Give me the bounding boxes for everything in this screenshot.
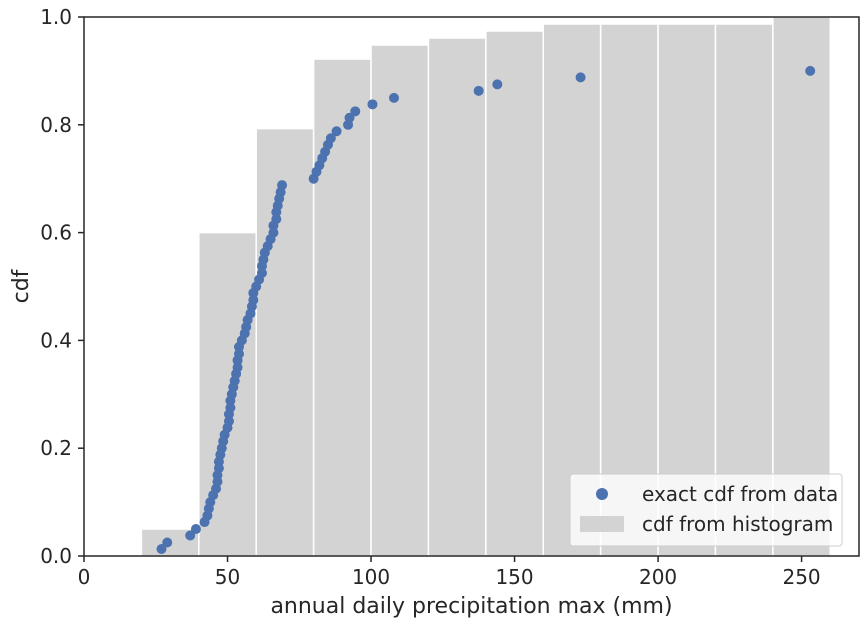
data-point [248, 294, 259, 305]
y-tick-label: 0.6 [40, 221, 72, 245]
data-point [223, 416, 234, 427]
x-tick-label: 50 [215, 565, 240, 589]
x-axis-ticks: 0 50 100 150 200 250 [78, 556, 821, 589]
axes-frame [83, 16, 860, 557]
histogram-bar [772, 16, 832, 557]
data-point [268, 227, 279, 238]
x-tick-label: 250 [782, 565, 820, 589]
data-point [156, 543, 167, 554]
data-point [162, 537, 173, 548]
legend-marker-exact-cdf [596, 488, 608, 500]
data-points [156, 65, 816, 554]
data-point [367, 99, 378, 110]
y-tick-label: 0.8 [40, 113, 72, 137]
data-point [325, 133, 336, 144]
data-point [492, 79, 503, 90]
data-point [225, 402, 236, 413]
data-point [256, 268, 267, 279]
y-tick-label: 0.2 [40, 436, 72, 460]
y-axis-ticks: 0.0 0.2 0.4 0.6 0.8 1.0 [40, 5, 84, 568]
data-point [271, 214, 282, 225]
data-point [234, 348, 244, 359]
histogram-bar [485, 30, 545, 557]
histogram-bar [370, 44, 430, 557]
x-tick-label: 100 [352, 565, 390, 589]
legend-label-histogram-cdf: cdf from histogram [642, 512, 833, 536]
histogram-bars [140, 16, 832, 557]
data-point [277, 180, 288, 191]
legend: exact cdf from data cdf from histogram [569, 473, 843, 547]
data-point [389, 92, 399, 103]
y-tick-label: 0.0 [40, 544, 72, 568]
legend-label-exact-cdf: exact cdf from data [642, 482, 838, 506]
histogram-bar [657, 23, 717, 557]
data-point [473, 85, 484, 96]
y-tick-label: 0.4 [40, 328, 72, 352]
legend-box [569, 473, 843, 547]
data-point [232, 362, 243, 373]
y-tick-label: 1.0 [40, 5, 72, 29]
histogram-bar [599, 23, 659, 557]
x-tick-label: 0 [78, 565, 91, 589]
data-point [331, 126, 342, 137]
y-axis-label: cdf [9, 268, 34, 303]
histogram-bar [312, 58, 372, 557]
data-point [344, 112, 355, 123]
x-tick-label: 150 [495, 565, 533, 589]
data-point [805, 65, 816, 76]
data-point [350, 106, 361, 117]
data-point [185, 530, 196, 541]
data-point [575, 72, 586, 83]
histogram-bar [427, 37, 487, 557]
x-axis-label: annual daily precipitation max (mm) [270, 594, 672, 619]
x-tick-label: 200 [639, 565, 677, 589]
histogram-bar [542, 23, 602, 557]
legend-marker-histogram-cdf [580, 516, 624, 532]
data-point [190, 524, 201, 535]
histogram-bar [255, 127, 315, 557]
